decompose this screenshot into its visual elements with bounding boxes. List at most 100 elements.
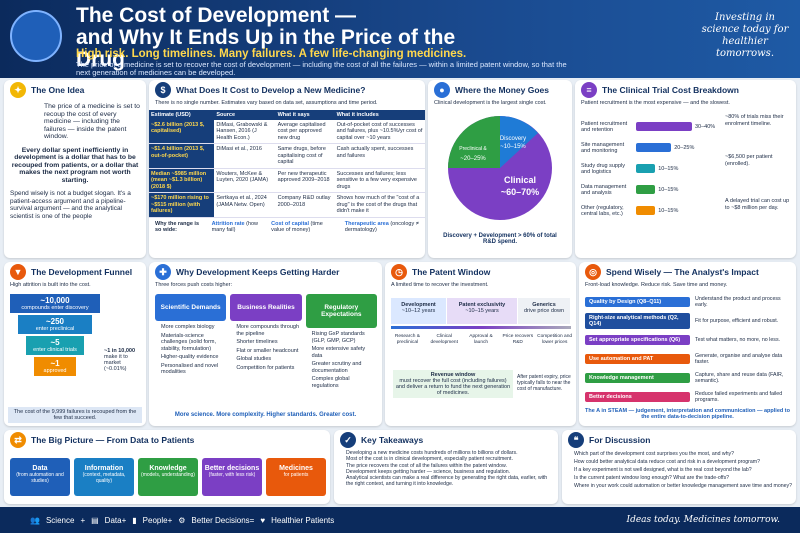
heart-icon: ♥ — [260, 515, 266, 525]
wisely-subtitle: Front-load knowledge. Reduce risk. Save … — [585, 282, 728, 288]
patent-after: After patent expiry, price typically fal… — [517, 374, 571, 392]
patent-step: Approval & launch — [469, 334, 493, 345]
wisely-title: Spend Wisely — The Analyst's Impact — [606, 267, 759, 277]
trial-bar — [636, 185, 656, 194]
takeaways-card: ✓ Key Takeaways Developing a new medicine… — [334, 430, 558, 504]
wisely-card: ◎ Spend Wisely — The Analyst's Impact Fro… — [579, 262, 796, 426]
one-idea-card: ✦ The One Idea The price of a medicine is… — [4, 80, 146, 258]
table-row: Median ~$985 million (mean ~$1.3 billion… — [149, 168, 425, 193]
patent-step: Clinical development — [430, 334, 458, 345]
funnel-card: ▼ The Development Funnel High attrition i… — [4, 262, 146, 426]
header: The Cost of Development — and Why It Ends… — [0, 0, 800, 78]
trial-title: The Clinical Trial Cost Breakdown — [602, 85, 739, 95]
svg-text:Clinical: Clinical — [504, 175, 536, 185]
svg-text:~60–70%: ~60–70% — [501, 187, 539, 197]
clock-icon: ◷ — [391, 264, 407, 280]
cost-subtitle: There is no single number. Estimates var… — [155, 100, 378, 106]
arrows-icon: ⇄ — [10, 432, 26, 448]
cost-table: Estimate (USD) Source What it says What it … — [149, 109, 425, 218]
one-idea-emphasis: Every dollar spent inefficiently in deve… — [11, 146, 139, 184]
one-idea-text: The price of a medicine is set to recoup… — [44, 103, 140, 140]
pie-slice-discovery — [500, 115, 538, 168]
money-pie-chart: Discovery ~10–15% Preclinical & ~20–25% … — [448, 115, 552, 220]
harder-column: Regulatory Expectations Rising GxP standa… — [305, 294, 377, 391]
table-row: ~$1.4 billion (2013 $, out-of-pocket) DiM… — [149, 143, 425, 169]
list-item: Which part of the development cost surpr… — [574, 451, 735, 457]
list-item: More compounds through the pipeline — [236, 324, 300, 337]
list-item: Personalised and novel modalities — [161, 362, 219, 376]
list-item: Complex global regulations — [311, 376, 350, 389]
list-item: Analytical scientists can make a real di… — [346, 475, 548, 488]
harder-card: ✚ Why Development Keeps Getting Harder Th… — [149, 262, 382, 426]
footer: 👥 Science + ▤ Data + ▮ People + ⚙ Better Deci… — [0, 507, 800, 533]
big-step: Medicines for patients — [266, 458, 326, 496]
header-tagline: Investing in science today for healthier… — [701, 12, 789, 59]
discussion-title: For Discussion — [589, 435, 651, 445]
big-picture-title: The Big Picture — From Data to Patients — [31, 435, 195, 445]
funnel-level-clinical: ~5 enter clinical trials — [26, 336, 84, 355]
page-title: The Cost of Development — and Why It Ends… — [76, 4, 456, 71]
wisely-item: Better decisions Reduce failed experiment… — [585, 388, 792, 406]
database-icon: ▤ — [91, 515, 99, 525]
list-item: If a key experiment is not well designed… — [574, 467, 752, 473]
wisely-item: Use automation and PAT Generate, organise… — [585, 350, 792, 368]
list-item: More complex biology — [161, 324, 215, 330]
speech-bubble-icon: ❝ — [568, 432, 584, 448]
list-item: Where in your work could automation or b… — [574, 483, 792, 489]
dollar-icon: $ — [155, 82, 171, 98]
why-range: Why the range is so wide: Attrition rate… — [155, 220, 419, 233]
list-item: Most of the cost is in clinical developm… — [346, 456, 513, 463]
money-subtitle: Clinical development is the largest sing… — [434, 100, 547, 106]
list-item: Materials-science challenges (solid form… — [161, 332, 217, 352]
wisely-item: Quality by Design (Q8–Q11) Understand the… — [585, 293, 792, 311]
lightbulb-icon: ✦ — [10, 82, 26, 98]
funnel-subtitle: High attrition is built into the cost. — [10, 282, 91, 288]
list-item: Competition for patients — [236, 364, 295, 371]
money-total: Discovery + Development > 60% of total R… — [443, 232, 557, 245]
target-icon: ◎ — [585, 264, 601, 280]
patent-title: The Patent Window — [412, 267, 491, 277]
money-card: ● Where the Money Goes Clinical developme… — [428, 80, 572, 258]
table-row: ~$2.6 billion (2013 $, capitalised) DiMas… — [149, 119, 425, 144]
money-title: Where the Money Goes — [455, 85, 549, 95]
funnel-level-approved: ~1 approved — [34, 357, 76, 376]
funnel-level-discovery: ~10,000 compounds enter discovery — [10, 294, 100, 313]
harder-column: Scientific Demands More complex biology Ma… — [155, 294, 227, 391]
patent-card: ◷ The Patent Window A limited time to rec… — [385, 262, 576, 426]
trial-bar-row: Study drug supply and logistics 10–15% — [581, 162, 679, 175]
list-item: Development keeps getting harder — scien… — [346, 468, 511, 475]
trial-bar-row: Data management and analysis 10–15% — [581, 183, 679, 196]
harder-column: Business Realities More compounds through… — [230, 294, 302, 391]
discussion-card: ❝ For Discussion Which part of the develo… — [562, 430, 796, 504]
big-step: Better decisions (faster, with less risk) — [202, 458, 262, 496]
table-row: ~$170 million rising to ~$515 million (w… — [149, 192, 425, 218]
funnel-level-preclinical: ~250 enter preclinical — [18, 315, 92, 334]
trial-stat-delay: A delayed trial can cost up to ~$8 milli… — [725, 198, 790, 211]
patent-exclusivity: Patent exclusivity ~10–15 years — [447, 298, 517, 324]
cost-title: What Does It Cost to Develop a New Medic… — [176, 85, 366, 95]
trial-card: ≡ The Clinical Trial Cost Breakdown Patie… — [575, 80, 796, 258]
list-item: Shorter timelines — [236, 339, 278, 345]
database-logo-icon — [10, 10, 62, 62]
footer-tagline: Ideas today. Medicines tomorrow. — [626, 515, 780, 525]
list-item: Developing a new medicine costs hundreds… — [346, 450, 518, 456]
wisely-footer: The A in STEAM — judgement, interpretati… — [585, 408, 790, 420]
trial-bar — [636, 143, 672, 152]
big-step: Knowledge (models, understanding) — [138, 458, 198, 496]
puzzle-icon: ✚ — [155, 264, 171, 280]
cost-card: $ What Does It Cost to Develop a New Medi… — [149, 80, 425, 258]
people-icon: 👥 — [30, 515, 40, 525]
clipboard-icon: ≡ — [581, 82, 597, 98]
people-icon: ● — [434, 82, 450, 98]
list-item: More extensive safety data — [311, 346, 366, 359]
big-step: Data (from automation and studies) — [10, 458, 70, 496]
patent-step: Research & preclinical — [394, 334, 420, 345]
list-item: Higher-quality evidence — [161, 354, 219, 360]
takeaways-title: Key Takeaways — [361, 435, 424, 445]
trial-stats: ~80% of trials miss their enrolment time… — [725, 114, 791, 212]
patent-subtitle: A limited time to recover the investment… — [391, 282, 489, 288]
list-item: Is the current patent window long enough… — [574, 475, 730, 481]
trial-bar — [636, 122, 692, 131]
trial-bar-row: Site management and monitoring 20–25% — [581, 141, 695, 154]
svg-text:Preclinical &: Preclinical & — [459, 146, 487, 152]
